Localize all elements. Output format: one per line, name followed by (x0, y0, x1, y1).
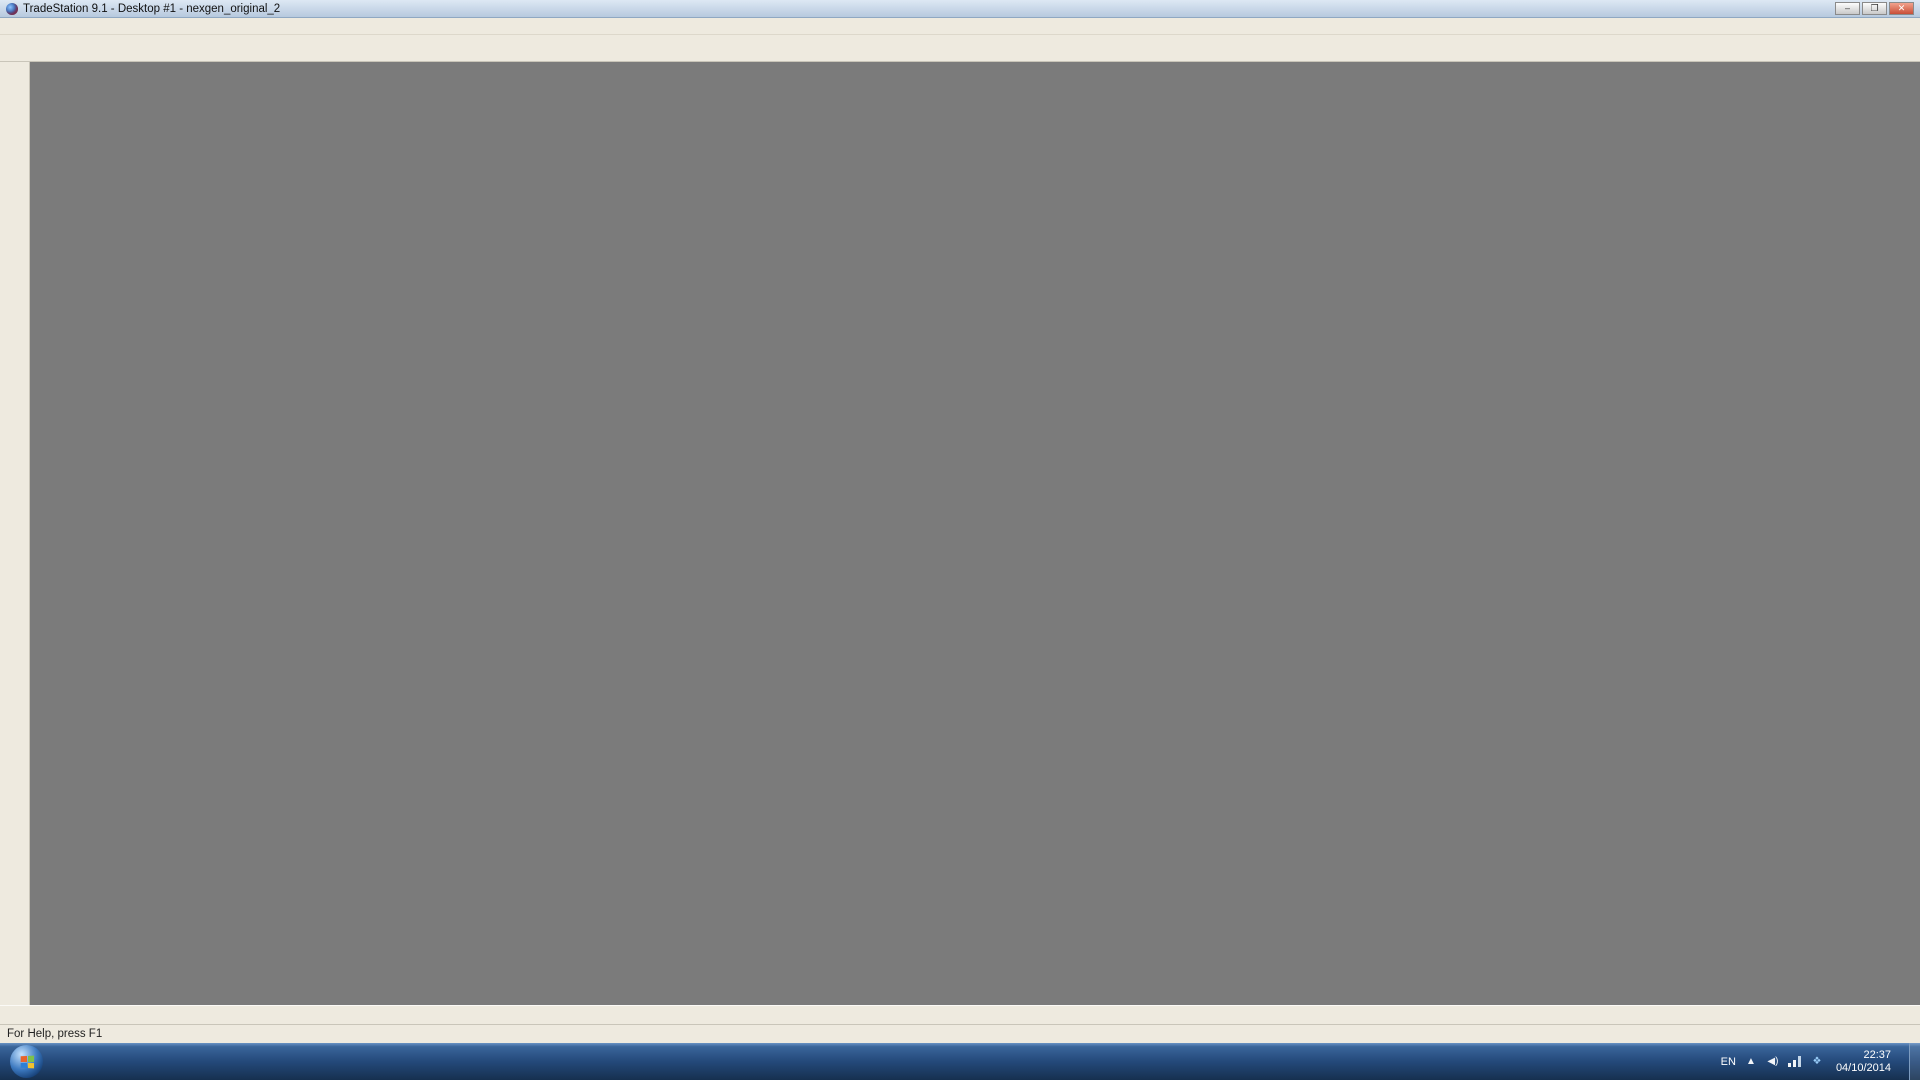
tray-date: 04/10/2014 (1835, 1061, 1891, 1074)
app-titlebar: TradeStation 9.1 - Desktop #1 - nexgen_o… (0, 0, 1920, 18)
mdi-workspace (30, 62, 1920, 1005)
main-toolbar (0, 35, 1920, 62)
volume-icon[interactable]: ◀) (1767, 1056, 1779, 1067)
tray-clock[interactable]: 22:37 04/10/2014 (1832, 1049, 1901, 1075)
workspace-tabbar (0, 1005, 1920, 1024)
workarea (0, 62, 1920, 1005)
status-bar: For Help, press F1 (0, 1024, 1920, 1043)
app-title: TradeStation 9.1 - Desktop #1 - nexgen_o… (23, 2, 281, 15)
windows-taskbar: EN ▲ ◀) ❖ 22:37 04/10/2014 (0, 1043, 1920, 1080)
minimize-button[interactable]: – (1835, 2, 1860, 15)
tradestation-logo-icon (6, 2, 18, 15)
system-tray: EN ▲ ◀) ❖ 22:37 04/10/2014 (1721, 1043, 1920, 1080)
windows-flag-icon (20, 1055, 34, 1068)
menu-bar (0, 18, 1920, 35)
status-help-text: For Help, press F1 (7, 1028, 103, 1040)
close-button[interactable]: ✕ (1889, 2, 1914, 15)
maximize-button[interactable]: ❐ (1862, 2, 1887, 15)
language-indicator[interactable]: EN (1720, 1055, 1736, 1068)
status-right (1916, 1025, 1920, 1043)
antivirus-icon[interactable]: ❖ (1812, 1056, 1822, 1067)
tray-time: 22:37 (1863, 1048, 1891, 1061)
start-button[interactable] (10, 1045, 43, 1078)
network-icon[interactable] (1788, 1055, 1802, 1069)
show-desktop-button[interactable] (1909, 1043, 1920, 1080)
drawing-toolbar (0, 62, 30, 1005)
app-window-buttons: – ❐ ✕ (1835, 2, 1916, 15)
tray-expand-icon[interactable]: ▲ (1745, 1056, 1756, 1067)
